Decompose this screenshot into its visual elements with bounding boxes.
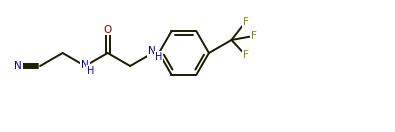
Text: N: N bbox=[81, 60, 89, 70]
Text: F: F bbox=[243, 17, 248, 27]
Text: F: F bbox=[243, 50, 248, 60]
Text: N: N bbox=[14, 61, 22, 71]
Text: H: H bbox=[155, 52, 162, 62]
Text: N: N bbox=[148, 46, 156, 56]
Text: F: F bbox=[250, 31, 256, 41]
Text: H: H bbox=[87, 66, 94, 76]
Text: O: O bbox=[103, 25, 112, 35]
